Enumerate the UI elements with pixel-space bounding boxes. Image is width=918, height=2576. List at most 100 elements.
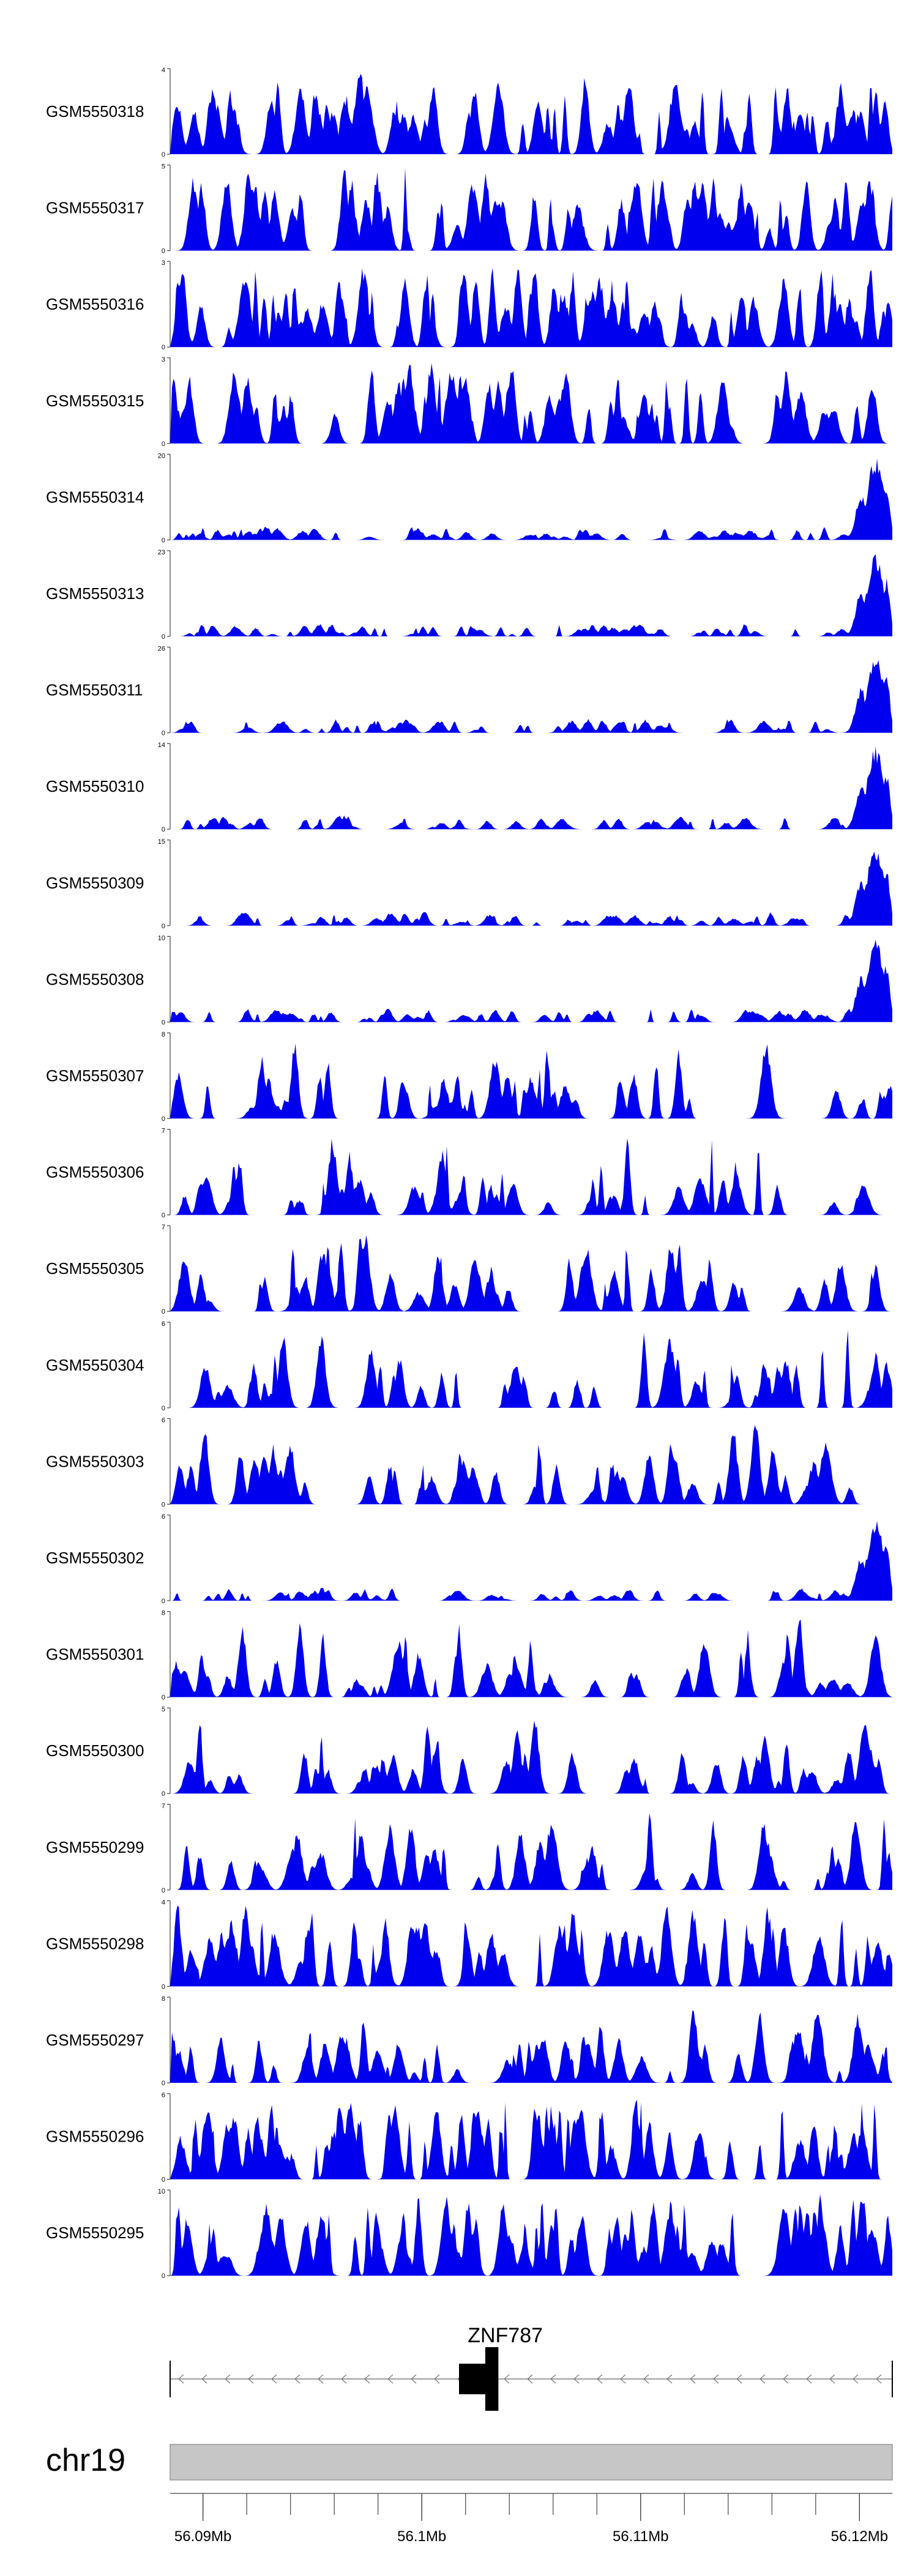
track-label: GSM5550317 (46, 199, 144, 217)
y-max-label: 8 (162, 1610, 165, 1617)
y-min-label: 0 (162, 344, 165, 351)
track-GSM5550305: GSM5550305 7 0 (46, 1224, 892, 1316)
strand-arrow (271, 2374, 277, 2384)
y-min-label: 0 (162, 2273, 165, 2280)
strand-arrow (759, 2374, 766, 2384)
strand-arrow (178, 2374, 184, 2384)
signal-area (170, 458, 892, 540)
signal-area (170, 1043, 892, 1119)
y-max-label: 7 (162, 1224, 165, 1231)
y-min-label: 0 (162, 826, 165, 833)
track-GSM5550303: GSM5550303 6 0 (46, 1416, 892, 1508)
track-GSM5550307: GSM5550307 8 0 (46, 1031, 892, 1123)
track-label: GSM5550300 (46, 1741, 144, 1760)
signal-area (170, 2099, 892, 2180)
strand-arrow (527, 2374, 533, 2384)
y-max-label: 23 (158, 549, 165, 556)
track-GSM5550314: GSM5550314 20 0 (46, 452, 892, 544)
signal-area (170, 1905, 892, 1987)
y-max-label: 7 (162, 1128, 165, 1135)
y-max-label: 6 (162, 1513, 165, 1521)
signal-area (170, 1619, 892, 1697)
strand-arrow (550, 2374, 556, 2384)
track-GSM5550304: GSM5550304 6 0 (46, 1320, 892, 1412)
strand-arrow (620, 2374, 626, 2384)
signal-area (170, 851, 892, 926)
track-GSM5550308: GSM5550308 10 0 (46, 934, 892, 1026)
track-label: GSM5550316 (46, 295, 144, 313)
y-max-label: 7 (162, 1803, 165, 1810)
signal-area (170, 167, 892, 251)
track-label: GSM5550302 (46, 1549, 144, 1567)
track-GSM5550301: GSM5550301 8 0 (46, 1610, 892, 1702)
track-GSM5550315: GSM5550315 3 0 (46, 356, 892, 448)
y-min-label: 0 (162, 1598, 165, 1605)
track-label: GSM5550309 (46, 874, 144, 892)
x-axis-tick-label: 56.1Mb (397, 2528, 446, 2545)
strand-arrow (853, 2374, 859, 2384)
y-min-label: 0 (162, 923, 165, 930)
y-min-label: 0 (162, 1019, 165, 1026)
gene-track: ZNF787 (170, 2324, 893, 2411)
strand-arrow (294, 2374, 300, 2384)
track-label: GSM5550307 (46, 1067, 144, 1085)
y-max-label: 10 (158, 2188, 165, 2195)
y-min-label: 0 (162, 1212, 165, 1219)
strand-arrow (666, 2374, 673, 2384)
track-label: GSM5550311 (46, 681, 143, 699)
strand-arrow (411, 2374, 417, 2384)
signal-area (170, 1521, 892, 1601)
track-label: GSM5550314 (46, 488, 144, 506)
chromosome-label: chr19 (46, 2443, 125, 2478)
track-label: GSM5550318 (46, 102, 144, 121)
track-label: GSM5550296 (46, 2127, 144, 2146)
y-min-label: 0 (162, 633, 165, 641)
track-label: GSM5550313 (46, 584, 144, 603)
signal-area (170, 2010, 892, 2083)
strand-arrow (318, 2374, 324, 2384)
y-max-label: 6 (162, 1416, 165, 1424)
y-min-label: 0 (162, 441, 165, 448)
gene-name: ZNF787 (468, 2324, 543, 2347)
track-label: GSM5550299 (46, 1838, 144, 1856)
track-GSM5550309: GSM5550309 15 0 (46, 838, 892, 930)
track-GSM5550318: GSM5550318 4 0 (46, 67, 892, 158)
strand-arrow (201, 2374, 207, 2384)
y-min-label: 0 (162, 730, 165, 737)
strand-arrow (387, 2374, 394, 2384)
track-label: GSM5550310 (46, 777, 144, 795)
strand-arrow (573, 2374, 580, 2384)
track-GSM5550317: GSM5550317 5 0 (46, 163, 892, 255)
signal-area (170, 1330, 892, 1408)
y-min-label: 0 (162, 1115, 165, 1123)
track-GSM5550306: GSM5550306 7 0 (46, 1128, 892, 1219)
gene-coding-exon (485, 2347, 499, 2411)
track-label: GSM5550306 (46, 1163, 144, 1182)
signal-area (170, 746, 892, 830)
track-label: GSM5550315 (46, 392, 144, 410)
strand-arrow (829, 2374, 835, 2384)
y-max-label: 6 (162, 2092, 165, 2099)
strand-arrow (248, 2374, 254, 2384)
strand-arrow (434, 2374, 440, 2384)
signal-area (170, 660, 892, 733)
signal-area (170, 1813, 892, 1890)
y-max-label: 26 (158, 646, 165, 653)
track-GSM5550310: GSM5550310 14 0 (46, 742, 892, 833)
x-axis-tick-label: 56.12Mb (831, 2528, 888, 2545)
strand-arrow (876, 2374, 882, 2384)
y-max-label: 3 (162, 356, 165, 363)
track-GSM5550300: GSM5550300 5 0 (46, 1706, 892, 1798)
track-GSM5550316: GSM5550316 3 0 (46, 259, 892, 351)
signal-area (170, 267, 892, 348)
strand-arrow (225, 2374, 231, 2384)
track-GSM5550297: GSM5550297 8 0 (46, 1995, 892, 2087)
y-max-label: 8 (162, 1031, 165, 1038)
signal-area (170, 554, 892, 636)
signal-area (170, 939, 892, 1022)
y-min-label: 0 (162, 2176, 165, 2184)
y-max-label: 4 (162, 67, 165, 74)
y-min-label: 0 (162, 537, 165, 544)
